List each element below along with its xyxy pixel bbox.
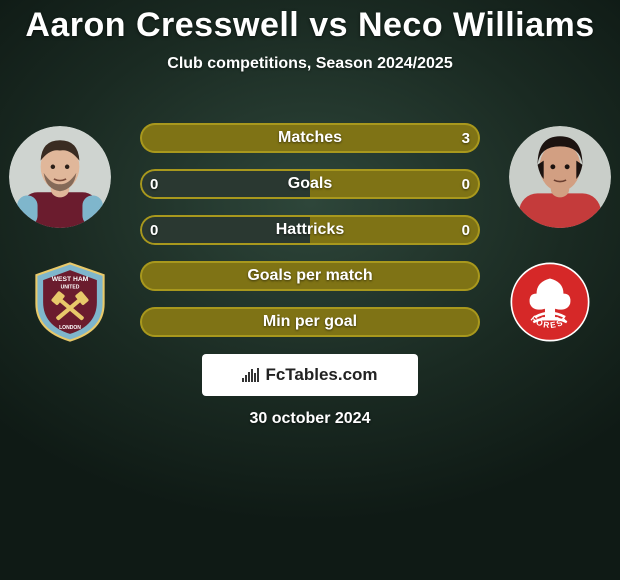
stat-bar-right-fill bbox=[140, 261, 480, 291]
stat-value-left: 0 bbox=[150, 215, 178, 245]
stat-row: Min per goal bbox=[140, 307, 480, 337]
content-area: Aaron Cresswell vs Neco Williams Club co… bbox=[0, 0, 620, 580]
club-crest-left: WEST HAM UNITED LONDON bbox=[28, 260, 112, 344]
stat-row: Matches3 bbox=[140, 123, 480, 153]
stat-row: Goals00 bbox=[140, 169, 480, 199]
stat-row: Goals per match bbox=[140, 261, 480, 291]
bars-icon bbox=[242, 368, 259, 382]
stats-container: Matches3 Goals00 Hattricks00 Goals per matc… bbox=[140, 123, 480, 353]
stat-value-left: 0 bbox=[150, 169, 178, 199]
player-right-photo bbox=[509, 126, 611, 228]
crest-left-text: WEST HAM bbox=[52, 276, 89, 283]
svg-text:LONDON: LONDON bbox=[59, 325, 81, 331]
stat-bar-right-fill bbox=[310, 169, 480, 199]
stat-bar-right-fill bbox=[140, 307, 480, 337]
page-title: Aaron Cresswell vs Neco Williams bbox=[0, 0, 620, 45]
brand-badge: FcTables.com bbox=[202, 354, 418, 396]
stat-bar-right-fill bbox=[310, 215, 480, 245]
brand-text: FcTables.com bbox=[265, 365, 377, 385]
page-subtitle: Club competitions, Season 2024/2025 bbox=[0, 55, 620, 73]
stat-row: Hattricks00 bbox=[140, 215, 480, 245]
club-crest-right: FOREST bbox=[508, 260, 592, 344]
svg-text:UNITED: UNITED bbox=[61, 285, 80, 291]
stat-bar-right-fill bbox=[140, 123, 480, 153]
player-left-photo bbox=[9, 126, 111, 228]
date-label: 30 october 2024 bbox=[0, 410, 620, 428]
background: Aaron Cresswell vs Neco Williams Club co… bbox=[0, 0, 620, 580]
